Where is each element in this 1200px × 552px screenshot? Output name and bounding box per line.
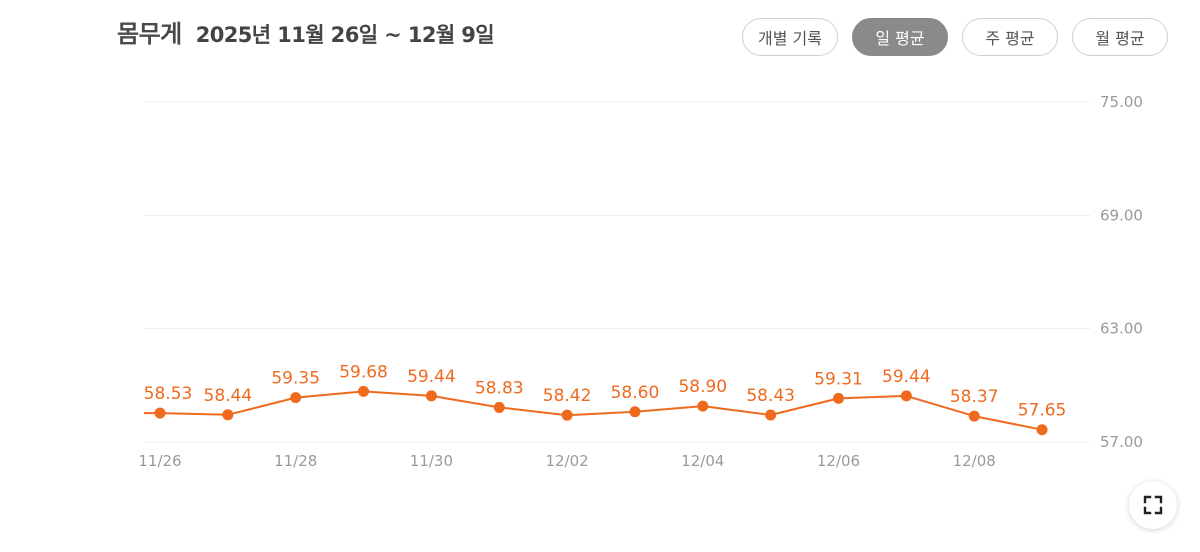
data-point[interactable] — [561, 409, 573, 421]
x-tick-label: 12/04 — [681, 452, 724, 470]
x-tick-label: 12/08 — [953, 452, 996, 470]
data-label: 58.90 — [678, 377, 727, 397]
data-point[interactable] — [493, 401, 505, 413]
x-tick-label: 11/30 — [410, 452, 453, 470]
data-point[interactable] — [968, 410, 980, 422]
y-tick-label: 63.00 — [1100, 320, 1143, 338]
data-labels: 58.53 58.44 59.35 59.68 59.44 58.83 58.42 58.60… — [144, 362, 1067, 420]
data-point[interactable] — [290, 392, 302, 404]
x-tick-label: 11/26 — [138, 452, 181, 470]
expand-icon — [1143, 495, 1163, 515]
data-point[interactable] — [833, 392, 844, 404]
y-tick-label: 57.00 — [1100, 433, 1143, 451]
view-button-individual[interactable]: 개별 기록 — [742, 18, 838, 56]
fullscreen-button[interactable] — [1129, 481, 1177, 529]
data-point[interactable] — [629, 406, 641, 418]
data-point[interactable] — [765, 409, 777, 421]
data-label: 59.31 — [814, 369, 863, 389]
data-point[interactable] — [697, 400, 709, 412]
data-points — [154, 385, 1048, 436]
y-axis: 75.00 69.00 63.00 57.00 — [1100, 93, 1143, 451]
y-tick-label: 75.00 — [1100, 93, 1143, 111]
data-label: 58.37 — [950, 387, 999, 407]
data-label: 59.35 — [271, 369, 320, 389]
page-title: 몸무게 — [117, 20, 182, 48]
x-tick-label: 12/02 — [545, 452, 588, 470]
grid-lines — [144, 101, 1090, 443]
data-point[interactable] — [154, 407, 166, 419]
x-tick-label: 11/28 — [274, 452, 317, 470]
data-label: 59.44 — [407, 367, 456, 387]
view-button-daily-average[interactable]: 일 평균 — [852, 18, 948, 56]
data-label: 58.60 — [611, 383, 660, 403]
data-point[interactable] — [425, 390, 437, 402]
view-button-monthly-average[interactable]: 월 평균 — [1072, 18, 1168, 56]
chart-header: 몸무게 2025년 11월 26일 ~ 12월 9일 — [117, 14, 495, 49]
data-label: 58.44 — [204, 386, 253, 406]
data-label: 58.42 — [543, 386, 592, 406]
data-label: 59.44 — [882, 367, 931, 387]
view-button-weekly-average[interactable]: 주 평균 — [962, 18, 1058, 56]
x-tick-label: 12/06 — [817, 452, 860, 470]
data-label: 58.53 — [144, 384, 193, 404]
data-label: 57.65 — [1018, 401, 1067, 421]
data-point[interactable] — [358, 385, 370, 397]
y-tick-label: 69.00 — [1100, 206, 1143, 224]
data-label: 58.83 — [475, 378, 524, 398]
data-point[interactable] — [900, 390, 912, 402]
data-point[interactable] — [1036, 424, 1048, 436]
date-range: 2025년 11월 26일 ~ 12월 9일 — [195, 23, 495, 47]
data-label: 58.43 — [746, 386, 795, 406]
series-line — [159, 390, 1043, 431]
data-point[interactable] — [222, 409, 234, 421]
data-label: 59.68 — [339, 362, 388, 382]
view-mode-selector: 개별 기록 일 평균 주 평균 월 평균 — [742, 18, 1168, 56]
x-axis: 11/26 11/28 11/30 12/02 12/04 12/06 12/08 — [138, 452, 995, 470]
